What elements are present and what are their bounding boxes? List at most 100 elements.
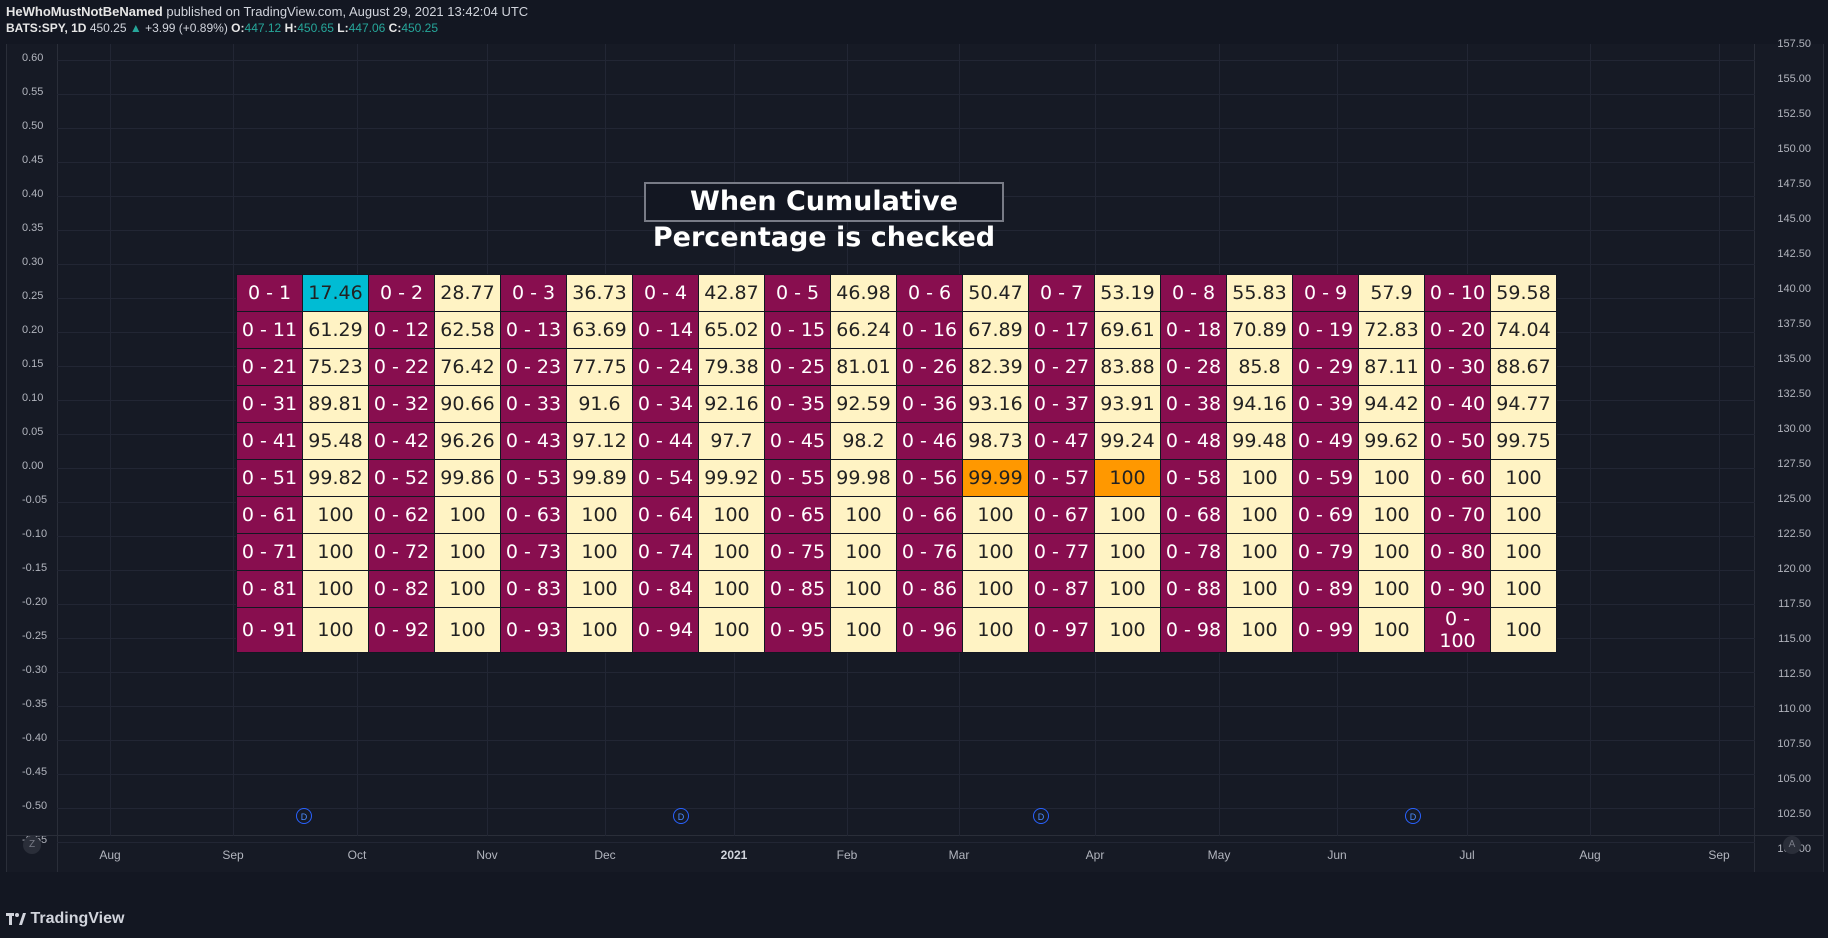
range-label-cell: 0 - 77	[1028, 533, 1095, 571]
percentage-value-cell: 99.92	[698, 459, 765, 497]
right-scale-tick: 157.50	[1777, 38, 1811, 50]
range-label-cell: 0 - 63	[500, 496, 567, 534]
percentage-value-cell: 36.73	[566, 274, 633, 312]
percentage-value-cell: 100	[1358, 570, 1425, 608]
range-label-cell: 0 - 99	[1292, 607, 1359, 653]
close-value: 450.25	[401, 21, 439, 35]
time-scale-tick: Sep	[222, 848, 244, 862]
range-label-cell: 0 - 22	[368, 348, 435, 386]
range-label-cell: 0 - 21	[236, 348, 303, 386]
time-scale-tick: Mar	[948, 848, 970, 862]
percentage-value-cell: 99.62	[1358, 422, 1425, 460]
range-label-cell: 0 - 11	[236, 311, 303, 349]
percentage-value-cell: 46.98	[830, 274, 897, 312]
percentage-value-cell: 100	[1490, 570, 1557, 608]
range-label-cell: 0 - 52	[368, 459, 435, 497]
range-label-cell: 0 - 23	[500, 348, 567, 386]
grid-line	[57, 60, 1755, 61]
range-label-cell: 0 - 55	[764, 459, 831, 497]
right-scale-tick: 120.00	[1777, 563, 1811, 575]
percentage-value-cell: 100	[830, 533, 897, 571]
percentage-value-cell: 100	[434, 496, 501, 534]
percentage-value-cell: 96.26	[434, 422, 501, 460]
right-price-scale[interactable]: 157.50 155.00 152.50 150.00 147.50 145.00 142.…	[1754, 38, 1823, 872]
range-label-cell: 0 - 50	[1424, 422, 1491, 460]
tradingview-logo[interactable]: TradingView	[6, 910, 124, 930]
time-scale-tick: Dec	[594, 848, 616, 862]
right-scale-tick: 142.50	[1777, 248, 1811, 260]
auto-scale-button[interactable]: A	[1783, 836, 1801, 854]
percentage-value-cell: 63.69	[566, 311, 633, 349]
range-label-cell: 0 - 95	[764, 607, 831, 653]
range-label-cell: 0 - 20	[1424, 311, 1491, 349]
range-label-cell: 0 - 81	[236, 570, 303, 608]
range-label-cell: 0 - 84	[632, 570, 699, 608]
percentage-value-cell: 100	[1358, 533, 1425, 571]
range-label-cell: 0 - 67	[1028, 496, 1095, 534]
percentage-value-cell: 100	[1490, 459, 1557, 497]
percentage-value-cell: 99.89	[566, 459, 633, 497]
percentage-value-cell: 100	[1226, 607, 1293, 653]
right-scale-tick: 152.50	[1777, 108, 1811, 120]
right-scale-tick: 135.00	[1777, 353, 1811, 365]
range-label-cell: 0 - 43	[500, 422, 567, 460]
dividend-marker-icon[interactable]: D	[296, 808, 312, 824]
range-label-cell: 0 - 8	[1160, 274, 1227, 312]
symbol-label[interactable]: BATS:SPY, 1D	[6, 21, 87, 35]
percentage-value-cell: 100	[962, 496, 1029, 534]
range-label-cell: 0 - 3	[500, 274, 567, 312]
percentage-value-cell: 99.98	[830, 459, 897, 497]
zoom-reset-button[interactable]: Z	[23, 836, 41, 854]
right-scale-tick: 147.50	[1777, 178, 1811, 190]
range-label-cell: 0 - 33	[500, 385, 567, 423]
percentage-value-cell: 100	[566, 570, 633, 608]
range-label-cell: 0 - 27	[1028, 348, 1095, 386]
dividend-marker-icon[interactable]: D	[1405, 808, 1421, 824]
percentage-value-cell: 100	[1226, 570, 1293, 608]
percentage-value-cell: 100	[1358, 496, 1425, 534]
range-label-cell: 0 - 80	[1424, 533, 1491, 571]
range-label-cell: 0 - 30	[1424, 348, 1491, 386]
percentage-value-cell: 94.16	[1226, 385, 1293, 423]
range-label-cell: 0 - 58	[1160, 459, 1227, 497]
percentage-value-cell: 99.82	[302, 459, 369, 497]
range-label-cell: 0 - 98	[1160, 607, 1227, 653]
range-label-cell: 0 - 16	[896, 311, 963, 349]
range-label-cell: 0 - 40	[1424, 385, 1491, 423]
grid-line	[1719, 44, 1720, 836]
left-scale-tick: 0.05	[22, 426, 44, 438]
dividend-marker-icon[interactable]: D	[673, 808, 689, 824]
range-label-cell: 0 - 59	[1292, 459, 1359, 497]
range-label-cell: 0 - 37	[1028, 385, 1095, 423]
range-label-cell: 0 - 38	[1160, 385, 1227, 423]
percentage-value-cell: 89.81	[302, 385, 369, 423]
right-scale-tick: 105.00	[1777, 773, 1811, 785]
left-scale-tick: 0.40	[22, 188, 44, 200]
time-scale-tick: Apr	[1085, 848, 1105, 862]
range-label-cell: 0 - 65	[764, 496, 831, 534]
right-scale-tick: 102.50	[1777, 808, 1811, 820]
right-scale-tick: 150.00	[1777, 143, 1811, 155]
time-scale[interactable]: Aug Sep Oct Nov Dec 2021 Feb Mar Apr May Jun Jul Aug…	[7, 835, 1823, 872]
percentage-value-cell: 59.58	[1490, 274, 1557, 312]
range-label-cell: 0 - 15	[764, 311, 831, 349]
percentage-value-cell: 100	[1094, 459, 1161, 497]
right-scale-tick: 125.00	[1777, 493, 1811, 505]
range-label-cell: 0 - 49	[1292, 422, 1359, 460]
left-scale-tick: 0.60	[22, 52, 44, 64]
left-scale-tick: -0.10	[22, 528, 48, 540]
grid-line	[1590, 44, 1591, 836]
author-name[interactable]: HeWhoMustNotBeNamed	[6, 4, 163, 19]
last-price: 450.25	[89, 21, 127, 35]
percentage-value-cell: 100	[1490, 496, 1557, 534]
percentage-value-cell: 100	[962, 607, 1029, 653]
dividend-marker-icon[interactable]: D	[1033, 808, 1049, 824]
left-scale-tick: 0.30	[22, 256, 44, 268]
percentage-value-cell: 98.73	[962, 422, 1029, 460]
right-scale-tick: 122.50	[1777, 528, 1811, 540]
table-row: 0 - 31 89.81 0 - 32 90.66 0 - 33 91.6 0 - 34 92…	[236, 385, 1557, 423]
left-price-scale[interactable]: 0.60 0.55 0.50 0.45 0.40 0.35 0.30 0.25 0.20 0.15…	[7, 44, 58, 872]
high-label: H:	[284, 21, 298, 35]
percentage-value-cell: 100	[1094, 533, 1161, 571]
range-label-cell: 0 - 87	[1028, 570, 1095, 608]
